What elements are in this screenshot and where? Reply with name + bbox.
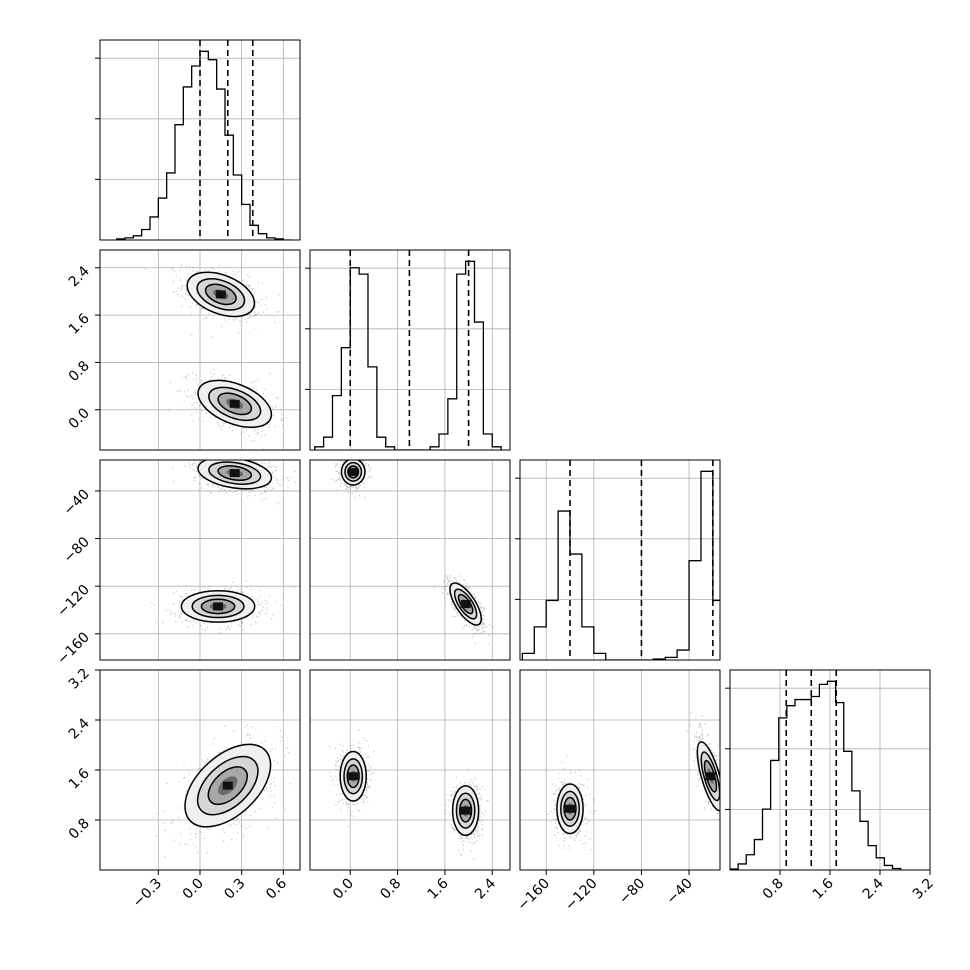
histogram-step — [116, 50, 292, 240]
panel-frame — [309, 249, 511, 451]
x-tick-label: −120 — [562, 876, 601, 915]
pair-content — [310, 460, 510, 660]
y-tick-label: 3.2 — [66, 666, 93, 693]
density-peak — [705, 772, 716, 781]
scatter-samples — [151, 460, 296, 634]
density-peak — [213, 602, 224, 611]
density-peak — [348, 467, 359, 476]
pair-panel-2-0 — [99, 459, 301, 661]
x-tick-label: 3.2 — [910, 876, 937, 903]
x-tick-label: 2.4 — [472, 875, 499, 902]
y-tick-label: 2.4 — [66, 715, 93, 742]
histogram-step — [730, 680, 902, 870]
y-tick-label: −80 — [61, 534, 93, 566]
panel-frame — [99, 459, 301, 661]
density-peak — [460, 600, 471, 609]
pair-content — [100, 670, 300, 870]
panel-frame — [519, 669, 721, 871]
histogram-step — [314, 260, 502, 450]
density-peak — [215, 290, 226, 299]
x-tick-label: 1.6 — [810, 875, 837, 902]
pair-content — [100, 250, 300, 450]
density-peak — [222, 781, 233, 790]
y-tick-label: −160 — [54, 629, 93, 668]
pair-panel-3-0 — [99, 669, 301, 871]
panel-frame — [309, 459, 511, 661]
panel-frame — [309, 669, 511, 871]
pair-panel-3-2 — [519, 669, 721, 871]
y-tick-label: 2.4 — [66, 263, 93, 290]
x-tick-label: 0.8 — [377, 876, 404, 903]
panel-frame — [99, 249, 301, 451]
y-tick-label: 0.0 — [66, 405, 93, 432]
panel-frame — [99, 39, 301, 241]
density-peak — [229, 469, 240, 478]
pair-panel-3-1 — [309, 669, 511, 871]
x-tick-label: 0.0 — [180, 876, 207, 903]
y-tick-label: −120 — [54, 582, 93, 621]
x-tick-label: 0.8 — [760, 876, 787, 903]
x-tick-label: 1.6 — [425, 875, 452, 902]
x-tick-label: −0.3 — [130, 876, 165, 911]
x-tick-label: 0.3 — [221, 876, 248, 903]
pair-content — [310, 670, 510, 870]
scatter-samples — [153, 724, 300, 858]
density-peak — [229, 399, 240, 408]
y-tick-label: 0.8 — [66, 358, 93, 385]
x-tick-label: −80 — [616, 876, 648, 908]
density-peak — [348, 772, 359, 781]
x-tick-label: 2.4 — [860, 875, 887, 902]
x-tick-label: 0.0 — [330, 876, 357, 903]
pair-panel-2-1 — [309, 459, 511, 661]
pair-panel-1-0 — [99, 249, 301, 451]
x-tick-label: 0.6 — [263, 875, 290, 902]
y-tick-label: 1.6 — [66, 765, 93, 792]
pair-content — [520, 670, 720, 870]
density-peak — [460, 806, 471, 815]
hist-panel-1 — [95, 39, 301, 241]
x-tick-label: −160 — [515, 876, 554, 915]
y-tick-label: 1.6 — [66, 311, 93, 338]
y-tick-label: −40 — [61, 486, 93, 518]
hist-panel-2 — [305, 249, 511, 451]
y-tick-label: 0.8 — [66, 816, 93, 843]
panel-frame — [519, 459, 721, 661]
hist-panel-4 — [725, 669, 931, 871]
histogram-step — [521, 470, 720, 660]
x-tick-label: −40 — [664, 876, 696, 908]
pair-content — [100, 460, 300, 660]
hist-panel-3 — [515, 459, 721, 661]
density-peak — [565, 804, 575, 813]
